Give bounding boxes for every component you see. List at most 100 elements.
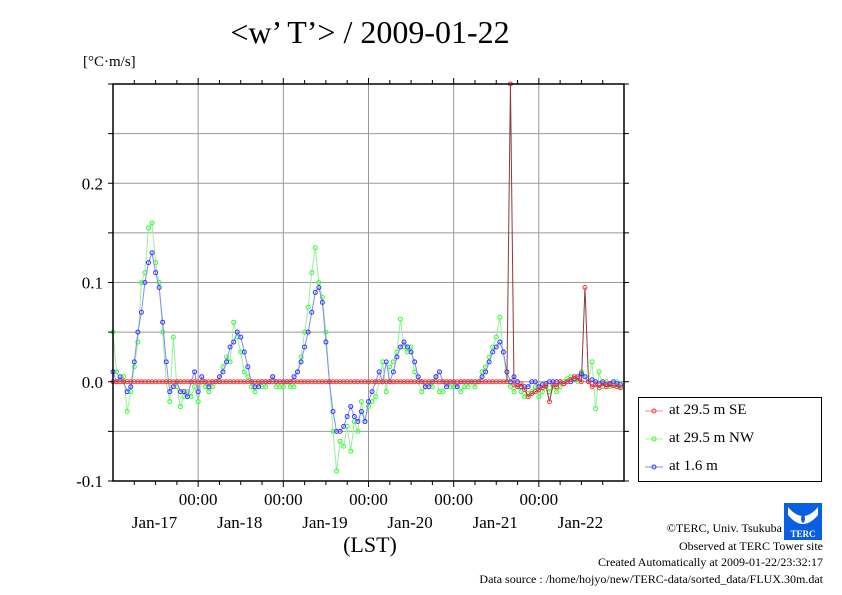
data-point <box>518 381 524 387</box>
data-point <box>564 379 570 385</box>
data-point <box>192 384 198 390</box>
date-label: Jan-20 <box>387 513 432 532</box>
y-tick-label: 0.2 <box>82 174 103 193</box>
data-point <box>220 369 226 375</box>
data-point <box>199 374 205 380</box>
axes: -0.10.00.10.200:00 00:00 00:00 00:00 00:00Ja… <box>76 78 629 532</box>
data-point <box>383 389 389 395</box>
data-point <box>135 329 141 335</box>
data-point <box>295 369 301 375</box>
data-point <box>465 384 471 390</box>
series-line <box>113 83 621 402</box>
data-point <box>490 349 496 355</box>
data-point <box>522 387 528 393</box>
data-point <box>497 314 503 320</box>
series-1 <box>110 220 623 474</box>
data-point <box>167 389 173 395</box>
data-point <box>305 304 311 310</box>
data-point <box>252 389 258 395</box>
data-point <box>444 384 450 390</box>
data-point <box>195 389 201 395</box>
data-point <box>582 284 588 290</box>
y-axis-unit: [°C·m/s] <box>83 54 136 70</box>
data-point <box>323 339 329 345</box>
data-point <box>390 369 396 375</box>
series-line <box>112 221 621 472</box>
data-point <box>497 339 503 345</box>
x-tick-label: 00:00 <box>519 490 558 509</box>
data-point <box>525 384 531 390</box>
legend-item-1-6m: at 1.6 m <box>645 458 718 475</box>
date-label: Jan-21 <box>473 513 518 532</box>
data-point <box>593 406 599 412</box>
data-point <box>532 379 538 385</box>
data-point <box>419 389 425 395</box>
created-text: Created Automatically at 2009-01-22/23:3… <box>598 555 823 569</box>
data-point <box>231 339 237 345</box>
data-point <box>369 389 375 395</box>
x-tick-label: 00:00 <box>264 490 303 509</box>
data-point <box>440 389 446 395</box>
date-label: Jan-19 <box>302 513 347 532</box>
data-point <box>536 394 542 400</box>
data-point <box>401 339 407 345</box>
data-point <box>515 384 521 390</box>
data-point <box>373 394 379 400</box>
data-point <box>351 413 357 419</box>
data-point <box>412 359 418 365</box>
data-point <box>529 391 535 397</box>
data-point <box>387 364 393 370</box>
x-tick-label: 00:00 <box>179 490 218 509</box>
data-point <box>177 404 183 410</box>
data-point <box>554 389 560 395</box>
data-point <box>355 418 361 424</box>
data-point <box>241 349 247 355</box>
data-point <box>525 394 531 400</box>
data-point <box>550 382 556 388</box>
source-text: Data source : /home/hojyo/new/TERC-data/… <box>479 572 823 586</box>
data-point <box>255 384 261 390</box>
data-point <box>170 334 176 340</box>
data-point <box>128 384 134 390</box>
data-point <box>472 384 478 390</box>
data-point <box>589 384 595 390</box>
copyright-text: ©TERC, Univ. Tsukuba <box>666 521 782 535</box>
data-point <box>156 280 162 285</box>
data-point <box>163 359 169 365</box>
series-0 <box>110 81 623 405</box>
data-point <box>355 428 361 434</box>
terc-logo: TERC <box>784 503 822 540</box>
data-point <box>224 359 230 365</box>
data-point <box>334 468 340 474</box>
data-point <box>216 374 222 380</box>
data-point <box>436 369 442 375</box>
data-point <box>234 329 240 335</box>
data-point <box>341 423 347 429</box>
data-point <box>192 369 198 375</box>
data-point <box>405 344 411 350</box>
data-point <box>316 280 322 285</box>
data-point <box>302 344 308 350</box>
data-point <box>149 220 155 226</box>
data-point <box>181 389 187 395</box>
data-point <box>511 382 517 388</box>
data-point <box>312 289 318 295</box>
data-point <box>578 379 584 385</box>
data-point <box>383 359 389 365</box>
data-point <box>575 376 581 382</box>
data-point <box>596 385 602 391</box>
data-point <box>358 409 364 415</box>
data-point <box>319 294 325 300</box>
data-point <box>323 329 329 335</box>
data-point <box>593 382 599 388</box>
series-line <box>112 250 621 432</box>
data-point <box>344 413 350 419</box>
x-tick-label: 00:00 <box>434 490 473 509</box>
data-point <box>493 344 499 350</box>
data-point <box>142 280 148 285</box>
plot-frame <box>112 83 625 482</box>
data-point <box>561 381 567 387</box>
data-point <box>603 384 609 390</box>
